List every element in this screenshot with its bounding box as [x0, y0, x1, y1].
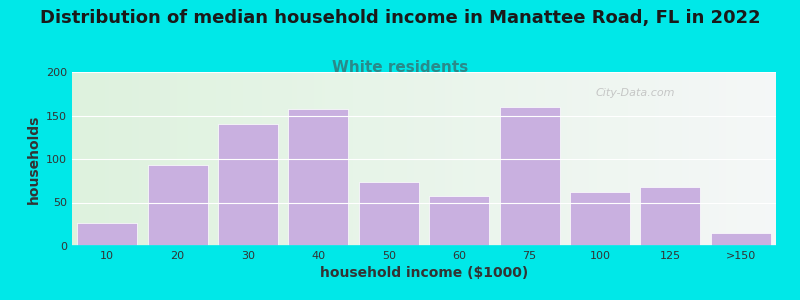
Bar — [218, 124, 278, 246]
Bar — [641, 187, 700, 246]
Text: City-Data.com: City-Data.com — [595, 88, 675, 98]
Bar — [78, 223, 137, 246]
Bar — [570, 192, 630, 246]
Text: White residents: White residents — [332, 60, 468, 75]
Bar — [711, 233, 770, 246]
Bar — [500, 107, 559, 246]
Bar — [430, 196, 489, 246]
X-axis label: household income ($1000): household income ($1000) — [320, 266, 528, 280]
Bar — [359, 182, 418, 246]
Y-axis label: households: households — [26, 114, 41, 204]
Text: Distribution of median household income in Manattee Road, FL in 2022: Distribution of median household income … — [40, 9, 760, 27]
Bar — [148, 165, 207, 246]
Bar — [289, 109, 348, 246]
